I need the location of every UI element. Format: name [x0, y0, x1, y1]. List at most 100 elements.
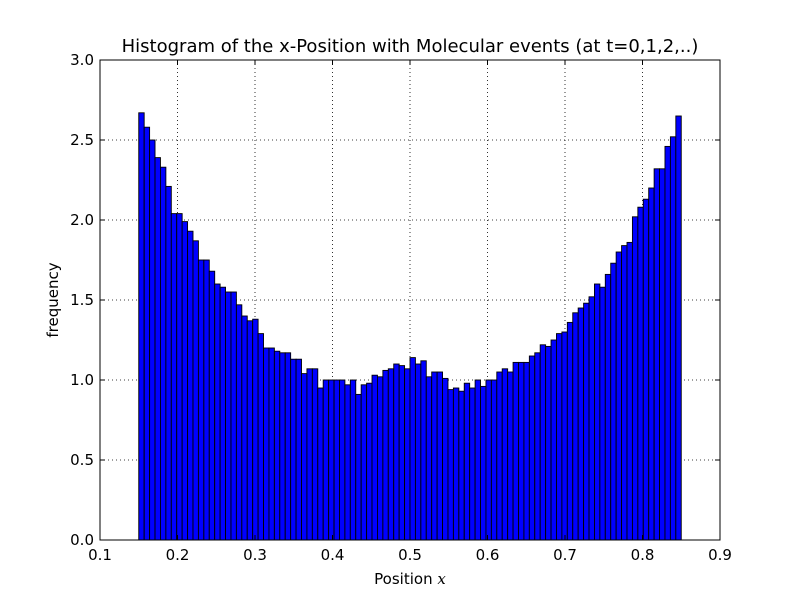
- histogram-bar: [236, 305, 241, 540]
- histogram-bar: [350, 380, 355, 540]
- histogram-bar: [508, 372, 513, 540]
- histogram-bar: [312, 369, 317, 540]
- histogram-bar: [274, 351, 279, 540]
- histogram-bar: [182, 222, 187, 540]
- histogram-bar: [377, 377, 382, 540]
- histogram-bar: [264, 348, 269, 540]
- histogram-bar: [600, 287, 605, 540]
- histogram-bar: [670, 137, 675, 540]
- histogram-bar: [204, 260, 209, 540]
- histogram-bar: [649, 188, 654, 540]
- histogram-bar: [491, 380, 496, 540]
- histogram-bar: [209, 271, 214, 540]
- histogram-bar: [475, 380, 480, 540]
- histogram-bar: [654, 169, 659, 540]
- histogram-bar: [562, 332, 567, 540]
- histogram-bar: [627, 242, 632, 540]
- histogram-bar: [643, 199, 648, 540]
- x-tick-label: 0.6: [476, 546, 500, 564]
- histogram-bar: [486, 380, 491, 540]
- histogram-bar: [291, 359, 296, 540]
- x-tick-label: 0.8: [631, 546, 655, 564]
- x-tick-label: 0.5: [398, 546, 422, 564]
- histogram-bar: [247, 321, 252, 540]
- histogram-bar: [632, 217, 637, 540]
- histogram-bar: [551, 340, 556, 540]
- histogram-bar: [589, 297, 594, 540]
- histogram-bar: [367, 383, 372, 540]
- histogram-bar: [171, 214, 176, 540]
- histogram-bar: [594, 284, 599, 540]
- histogram-bar: [556, 334, 561, 540]
- y-tick-label: 0.5: [70, 451, 94, 469]
- x-tick-label: 0.3: [243, 546, 267, 564]
- histogram-bar: [622, 246, 627, 540]
- histogram-bar: [345, 385, 350, 540]
- histogram-bar: [231, 292, 236, 540]
- histogram-bar: [280, 353, 285, 540]
- histogram-bar: [432, 372, 437, 540]
- histogram-bar: [426, 377, 431, 540]
- x-tick-label: 0.9: [708, 546, 732, 564]
- histogram-bar: [567, 322, 572, 540]
- x-axis-label-text: Position: [374, 570, 437, 588]
- histogram-bar: [394, 364, 399, 540]
- histogram-bar: [302, 374, 307, 540]
- histogram-bar: [242, 316, 247, 540]
- histogram-bar: [453, 388, 458, 540]
- histogram-bar: [405, 369, 410, 540]
- x-tick-label: 0.2: [166, 546, 190, 564]
- histogram-bar: [329, 380, 334, 540]
- histogram-bar: [502, 369, 507, 540]
- histogram-bar: [269, 348, 274, 540]
- histogram-bar: [198, 260, 203, 540]
- histogram-bar: [529, 356, 534, 540]
- histogram-bar: [524, 362, 529, 540]
- x-tick-label: 0.4: [321, 546, 345, 564]
- histogram-bar: [188, 231, 193, 540]
- histogram-bar: [676, 116, 681, 540]
- x-tick-labels: 0.1 0.2 0.3 0.4 0.5 0.6 0.7 0.8 0.9: [88, 546, 732, 564]
- histogram-bar: [307, 369, 312, 540]
- y-tick-label: 3.0: [70, 51, 94, 69]
- histogram-bar: [584, 303, 589, 540]
- histogram-bar: [660, 169, 665, 540]
- histogram-bar: [372, 375, 377, 540]
- y-tick-label: 0.0: [70, 531, 94, 549]
- histogram-bar: [318, 388, 323, 540]
- histogram-bar: [470, 388, 475, 540]
- histogram-bar: [638, 207, 643, 540]
- histogram-bar: [220, 287, 225, 540]
- histogram-bar: [193, 241, 198, 540]
- histogram-bar: [497, 372, 502, 540]
- x-tick-label: 0.7: [553, 546, 577, 564]
- histogram-bar: [665, 146, 670, 540]
- histogram-bar: [361, 385, 366, 540]
- y-tick-label: 1.0: [70, 371, 94, 389]
- histogram-bar: [611, 263, 616, 540]
- histogram-bar: [285, 353, 290, 540]
- histogram-bar: [166, 186, 171, 540]
- histogram-bar: [139, 113, 144, 540]
- histogram-bar: [464, 383, 469, 540]
- histogram-bar: [616, 252, 621, 540]
- histogram-bar: [215, 284, 220, 540]
- histogram-bar: [535, 353, 540, 540]
- histogram-bar: [481, 386, 486, 540]
- y-tick-label: 2.0: [70, 211, 94, 229]
- histogram-bar: [226, 292, 231, 540]
- histogram-bar: [605, 274, 610, 540]
- histogram-bar: [258, 334, 263, 540]
- histogram-bar: [150, 140, 155, 540]
- histogram-bar: [253, 319, 258, 540]
- histogram-bar: [296, 359, 301, 540]
- histogram-bar: [177, 214, 182, 540]
- histogram-bar: [443, 378, 448, 540]
- y-tick-label: 1.5: [70, 291, 94, 309]
- y-axis-label: frequency: [44, 262, 62, 337]
- histogram-bar: [448, 390, 453, 540]
- histogram-bar: [160, 167, 165, 540]
- histogram-bar: [339, 380, 344, 540]
- histogram-bar: [415, 364, 420, 540]
